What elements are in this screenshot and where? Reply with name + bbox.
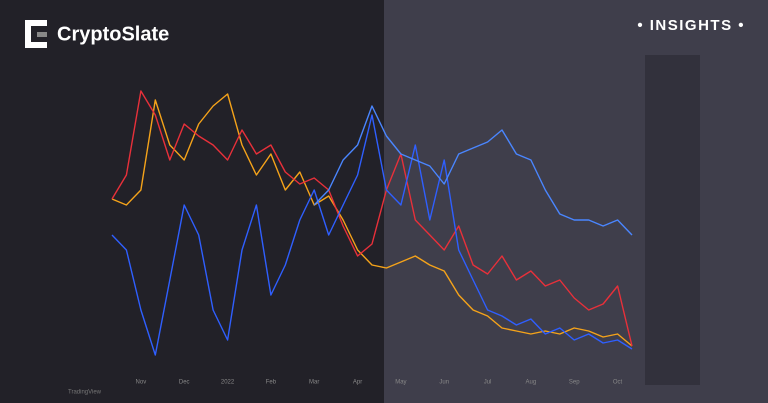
x-tick-label: Apr bbox=[353, 380, 362, 386]
x-tick-label: Oct bbox=[613, 380, 623, 386]
x-tick-label: May bbox=[395, 380, 406, 386]
left-panel bbox=[0, 0, 384, 403]
x-tick-label: Jun bbox=[439, 380, 449, 386]
right-panel bbox=[384, 0, 768, 403]
series-line bbox=[111, 114, 633, 356]
series-line bbox=[111, 93, 633, 347]
tag: • INSIGHTS • bbox=[637, 17, 745, 34]
series-line bbox=[111, 90, 633, 347]
footer: TradingView bbox=[68, 390, 102, 396]
logo bbox=[25, 20, 47, 48]
x-tick-label: Feb bbox=[266, 380, 277, 386]
series-line bbox=[313, 105, 633, 236]
x-tick-label: Dec bbox=[179, 380, 190, 386]
x-tick-label: Jul bbox=[484, 380, 492, 386]
brand: CryptoSlate bbox=[57, 23, 169, 45]
x-tick-label: Nov bbox=[136, 380, 147, 386]
price-scale bbox=[645, 55, 700, 385]
x-tick-label: Aug bbox=[526, 380, 537, 386]
x-tick-label: Sep bbox=[569, 380, 580, 386]
x-tick-label: Mar bbox=[309, 380, 319, 386]
x-tick-label: 2022 bbox=[221, 380, 235, 386]
